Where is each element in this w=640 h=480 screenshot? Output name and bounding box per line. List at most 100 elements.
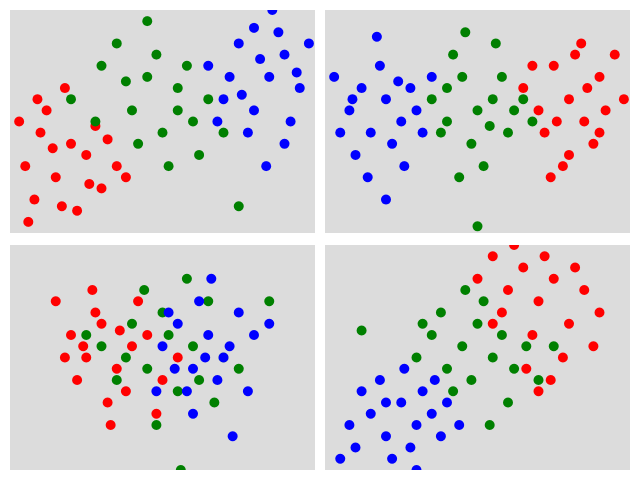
point — [545, 375, 556, 385]
point — [194, 375, 205, 385]
point — [142, 363, 153, 374]
point — [435, 431, 446, 442]
point — [518, 94, 529, 105]
point — [487, 251, 498, 262]
point — [356, 386, 367, 397]
point — [96, 60, 107, 71]
point — [460, 285, 471, 295]
point — [411, 352, 422, 363]
point — [41, 105, 52, 116]
point — [381, 397, 391, 408]
point — [381, 431, 391, 442]
point — [539, 127, 550, 138]
point — [448, 49, 459, 60]
point — [411, 465, 422, 470]
point — [303, 38, 314, 49]
point — [548, 341, 559, 352]
point — [236, 89, 247, 100]
point — [435, 307, 446, 318]
point — [329, 71, 340, 82]
point — [442, 397, 452, 408]
point — [181, 273, 192, 284]
point — [206, 273, 217, 284]
point — [157, 375, 168, 385]
point — [96, 183, 107, 194]
point — [14, 116, 25, 127]
point — [503, 285, 513, 295]
point — [344, 420, 355, 430]
point — [233, 307, 244, 318]
point — [50, 172, 61, 183]
point — [233, 38, 244, 49]
point — [564, 149, 574, 160]
panel — [10, 10, 315, 233]
point — [90, 307, 101, 318]
point — [72, 205, 83, 216]
point — [509, 363, 520, 374]
point — [209, 397, 220, 408]
point — [163, 330, 174, 340]
point — [576, 38, 587, 49]
point — [81, 330, 92, 340]
point — [264, 71, 275, 82]
point — [527, 116, 538, 127]
point — [142, 330, 153, 340]
point — [365, 127, 376, 138]
point — [102, 134, 113, 145]
point — [59, 83, 70, 94]
point — [212, 375, 223, 385]
point — [294, 83, 305, 94]
panel — [10, 245, 315, 470]
point — [374, 60, 385, 71]
point — [66, 330, 76, 340]
point — [487, 94, 498, 105]
point — [66, 94, 76, 105]
point — [457, 71, 468, 82]
point — [249, 105, 259, 116]
point — [594, 71, 605, 82]
point — [594, 307, 605, 318]
point — [548, 60, 559, 71]
point — [448, 386, 459, 397]
point — [72, 375, 83, 385]
point — [78, 341, 89, 352]
point — [242, 386, 253, 397]
point — [194, 296, 205, 307]
point — [356, 325, 367, 336]
point — [496, 330, 507, 340]
point — [521, 363, 532, 374]
point — [59, 352, 70, 363]
point — [442, 83, 452, 94]
point — [249, 330, 259, 340]
point — [120, 172, 131, 183]
point — [539, 251, 550, 262]
point — [29, 194, 40, 205]
point — [291, 67, 302, 78]
point — [417, 318, 428, 329]
point — [564, 318, 574, 329]
point — [96, 341, 107, 352]
point — [399, 161, 410, 172]
point — [478, 161, 489, 172]
point — [96, 318, 107, 329]
point — [120, 76, 131, 87]
point — [172, 318, 183, 329]
point — [609, 49, 620, 60]
point — [570, 262, 581, 273]
point — [273, 27, 284, 38]
point — [442, 116, 452, 127]
point — [429, 375, 440, 385]
panel-background — [10, 10, 315, 233]
panel — [325, 10, 630, 233]
point — [81, 352, 92, 363]
point — [387, 138, 398, 149]
point — [203, 296, 214, 307]
point — [151, 386, 162, 397]
point — [218, 127, 229, 138]
point — [111, 375, 122, 385]
point — [203, 330, 214, 340]
point — [472, 105, 483, 116]
point — [442, 363, 452, 374]
point — [503, 397, 513, 408]
point — [142, 16, 153, 27]
